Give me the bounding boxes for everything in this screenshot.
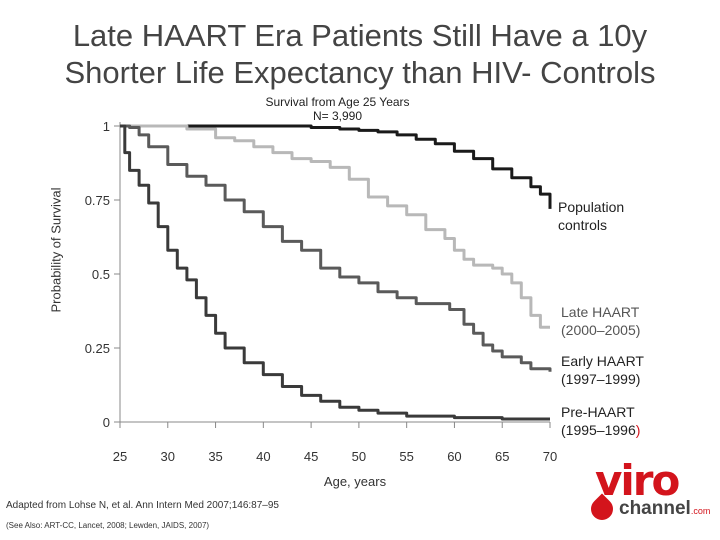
series-line-pre (120, 124, 550, 421)
early-haart-label-line-2: (1997–1999) (561, 371, 641, 387)
pre-haart-label-paren: ) (635, 422, 641, 438)
y-tick-label: 0 (103, 415, 110, 430)
x-tick-label: 30 (161, 449, 175, 464)
see-also-citation: (See Also: ART-CC, Lancet, 2008; Lewden,… (6, 521, 210, 530)
early-haart-label: Early HAART (1997–1999) (561, 352, 644, 388)
y-axis-label: Probability of Survival (48, 187, 64, 313)
series-line-population (186, 124, 552, 209)
y-tick-label: 0.25 (85, 341, 110, 356)
pre-haart-label-years: (1995–1996 (561, 422, 636, 438)
x-axis-label: Age, years (324, 474, 387, 489)
y-tick-label: 0.5 (92, 267, 110, 282)
y-tick-label: 0.75 (85, 193, 110, 208)
x-tick-label: 60 (447, 449, 461, 464)
y-tick-label: 1 (103, 119, 110, 134)
logo-channel-word: channel (619, 498, 691, 519)
x-tick-label: 40 (256, 449, 270, 464)
logo-com: .com (690, 506, 711, 516)
population-controls-label-line-1: Population (558, 199, 625, 215)
x-tick-label: 25 (113, 449, 127, 464)
pre-haart-label-line-2: (1995–1996) (561, 421, 640, 439)
x-tick-label: 65 (495, 449, 509, 464)
late-haart-label-line-2: (2000–2005) (561, 322, 641, 338)
slide-title-line-2: Shorter Life Expectancy than HIV- Contro… (64, 55, 656, 90)
series-line-early (120, 124, 552, 372)
logo-channel-text: channel.com (619, 498, 710, 522)
pre-haart-label: Pre-HAART (1995–1996) (561, 403, 640, 439)
citation: Adapted from Lohse N, et al. Ann Intern … (6, 500, 279, 511)
early-haart-label-line-1: Early HAART (561, 353, 644, 369)
logo-viro-text: viro (595, 456, 680, 505)
pre-haart-label-line-1: Pre-HAART (561, 404, 635, 420)
population-controls-label: Population controls (558, 198, 624, 234)
series-line-late (120, 124, 550, 329)
chart-sample-size: N= 3,990 (312, 109, 363, 123)
late-haart-label: Late HAART (2000–2005) (561, 303, 640, 339)
slide-title-line-1: Late HAART Era Patients Still Have a 10y (72, 18, 648, 53)
virochannel-logo: viro channel.com (585, 458, 715, 528)
late-haart-label-line-1: Late HAART (561, 304, 640, 320)
x-tick-label: 70 (543, 449, 557, 464)
x-tick-label: 45 (304, 449, 318, 464)
chart-subtitle: Survival from Age 25 Years (265, 95, 410, 109)
x-tick-label: 50 (352, 449, 366, 464)
x-tick-label: 35 (208, 449, 222, 464)
population-controls-label-line-2: controls (558, 217, 608, 233)
x-tick-label: 55 (399, 449, 413, 464)
